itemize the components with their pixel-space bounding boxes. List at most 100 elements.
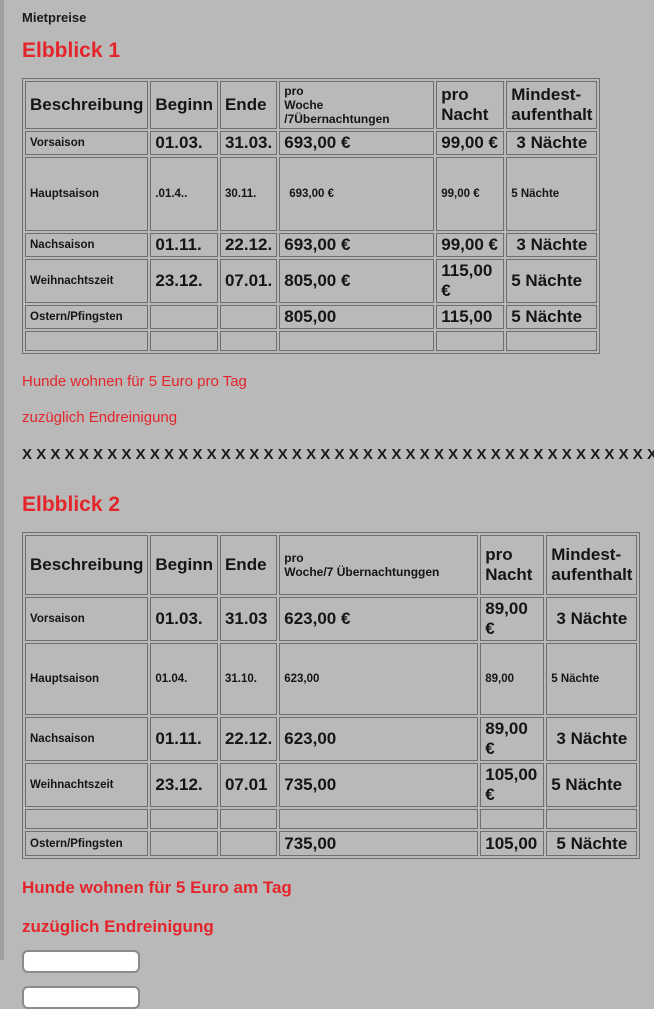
cell-name: Vorsaison: [25, 131, 149, 155]
cell-nacht: 99,00 €: [436, 233, 505, 257]
cell-ende: 31.03: [219, 597, 278, 641]
cell-nacht: 115,00 €: [436, 259, 505, 303]
cell-beginn: 01.04.: [150, 643, 218, 715]
page-left-edge: [0, 0, 4, 960]
cell-woche: 623,00: [279, 643, 479, 715]
cell-name: Hauptsaison: [25, 643, 149, 715]
cell-name: Hauptsaison: [25, 157, 149, 231]
cell-ende: [219, 331, 278, 351]
cell-beginn: [150, 331, 218, 351]
table-row-hauptsaison: Hauptsaison .01.4.. 30.11. 693,00 € 99,0…: [25, 157, 598, 231]
cell-name: Ostern/Pfingsten: [25, 831, 149, 856]
table-row-hauptsaison: Hauptsaison 01.04. 31.10. 623,00 89,00 5…: [25, 643, 638, 715]
cell-beginn: 01.03.: [150, 597, 218, 641]
cell-woche: 805,00 €: [279, 259, 435, 303]
cell-ende: 22.12.: [219, 717, 278, 761]
cell-woche: 693,00 €: [279, 131, 435, 155]
cell-name: [25, 331, 149, 351]
cell-ende: 07.01: [219, 763, 278, 807]
cell-nacht: 105,00 €: [480, 763, 545, 807]
price-table-elbblick-2: Beschreibung Beginn Ende pro Woche/7 Übe…: [22, 532, 641, 859]
cell-woche: 735,00: [279, 831, 479, 856]
cell-name: Vorsaison: [25, 597, 149, 641]
table-row-empty: [25, 331, 598, 351]
cell-nacht: 99,00 €: [436, 157, 505, 231]
header-ende: Ende: [219, 535, 278, 595]
section-heading-elbblick-1: Elbblick 1: [22, 39, 121, 62]
cell-beginn: [150, 305, 218, 329]
cell-beginn: 23.12.: [150, 763, 218, 807]
cell-mindest: 5 Nächte: [546, 643, 638, 715]
cell-nacht: [480, 809, 545, 829]
header-pro-nacht: pro Nacht: [480, 535, 545, 595]
note-dogs-elbblick-2: Hunde wohnen für 5 Euro am Tag: [22, 878, 292, 897]
page-title: Mietpreise: [22, 10, 87, 25]
note-dogs-elbblick-1: Hunde wohnen für 5 Euro pro Tag: [22, 373, 247, 390]
cell-name: Nachsaison: [25, 717, 149, 761]
cell-nacht: 89,00 €: [480, 597, 545, 641]
text-input-1[interactable]: [22, 950, 140, 973]
table-row-weihnachtszeit: Weihnachtszeit 23.12. 07.01 735,00 105,0…: [25, 763, 638, 807]
cell-beginn: 01.11.: [150, 233, 218, 257]
header-mindestaufenthalt: Mindest- aufenthalt: [506, 81, 598, 129]
cell-woche: [279, 809, 479, 829]
cell-ende: 31.10.: [219, 643, 278, 715]
cell-ende: [219, 809, 278, 829]
cell-beginn: .01.4..: [150, 157, 218, 231]
header-beschreibung: Beschreibung: [25, 81, 149, 129]
cell-name: Weihnachtszeit: [25, 763, 149, 807]
note-cleaning-elbblick-1: zuzüglich Endreinigung: [22, 409, 178, 426]
table-row-nachsaison: Nachsaison 01.11. 22.12. 623,00 89,00 € …: [25, 717, 638, 761]
table-row-empty: [25, 809, 638, 829]
text-input-2[interactable]: [22, 986, 140, 1009]
note-cleaning-elbblick-2: zuzüglich Endreinigung: [22, 917, 214, 936]
table-header-row: Beschreibung Beginn Ende pro Woche /7Übe…: [25, 81, 598, 129]
header-mindestaufenthalt: Mindest- aufenthalt: [546, 535, 638, 595]
cell-mindest: 5 Nächte: [506, 259, 598, 303]
cell-ende: 22.12.: [219, 233, 278, 257]
cell-mindest: [506, 331, 598, 351]
cell-nacht: 89,00 €: [480, 717, 545, 761]
header-beginn: Beginn: [150, 81, 218, 129]
section-heading-elbblick-2: Elbblick 2: [22, 493, 121, 516]
cell-ende: 30.11.: [219, 157, 278, 231]
cell-mindest: 5 Nächte: [506, 157, 598, 231]
header-pro-woche: pro Woche/7 Übernachtunggen: [279, 535, 479, 595]
table-row-vorsaison: Vorsaison 01.03. 31.03 623,00 € 89,00 € …: [25, 597, 638, 641]
header-ende: Ende: [219, 81, 278, 129]
cell-mindest: 5 Nächte: [546, 831, 638, 856]
cell-woche: 623,00: [279, 717, 479, 761]
cell-ende: [219, 305, 278, 329]
cell-mindest: 3 Nächte: [506, 131, 598, 155]
cell-beginn: 01.03.: [150, 131, 218, 155]
cell-name: [25, 809, 149, 829]
cell-beginn: [150, 809, 218, 829]
cell-woche: 693,00 €: [279, 157, 435, 231]
cell-mindest: 5 Nächte: [546, 763, 638, 807]
cell-nacht: 115,00: [436, 305, 505, 329]
cell-nacht: 89,00: [480, 643, 545, 715]
header-beginn: Beginn: [150, 535, 218, 595]
cell-ende: [219, 831, 278, 856]
cell-woche: 805,00: [279, 305, 435, 329]
cell-mindest: [546, 809, 638, 829]
cell-name: Ostern/Pfingsten: [25, 305, 149, 329]
cell-woche: 735,00: [279, 763, 479, 807]
cell-beginn: 23.12.: [150, 259, 218, 303]
header-beschreibung: Beschreibung: [25, 535, 149, 595]
header-pro-woche: pro Woche /7Übernachtungen: [279, 81, 435, 129]
table-header-row: Beschreibung Beginn Ende pro Woche/7 Übe…: [25, 535, 638, 595]
cell-nacht: 105,00: [480, 831, 545, 856]
header-pro-nacht: pro Nacht: [436, 81, 505, 129]
table-row-ostern-pfingsten: Ostern/Pfingsten 805,00 115,00 5 Nächte: [25, 305, 598, 329]
cell-mindest: 3 Nächte: [546, 717, 638, 761]
cell-nacht: 99,00 €: [436, 131, 505, 155]
price-table-elbblick-1: Beschreibung Beginn Ende pro Woche /7Übe…: [22, 78, 601, 354]
table-row-vorsaison: Vorsaison 01.03. 31.03. 693,00 € 99,00 €…: [25, 131, 598, 155]
cell-beginn: 01.11.: [150, 717, 218, 761]
cell-woche: 623,00 €: [279, 597, 479, 641]
cell-beginn: [150, 831, 218, 856]
cell-mindest: 3 Nächte: [506, 233, 598, 257]
cell-ende: 07.01.: [219, 259, 278, 303]
